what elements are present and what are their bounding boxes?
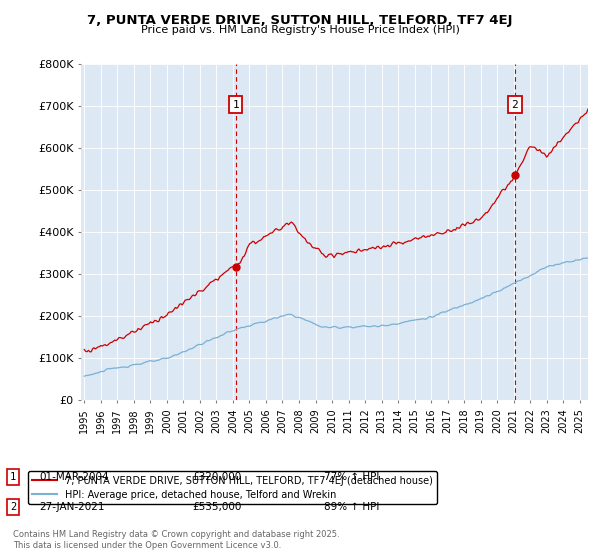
Text: Contains HM Land Registry data © Crown copyright and database right 2025.: Contains HM Land Registry data © Crown c…	[13, 530, 340, 539]
Text: 1: 1	[10, 472, 16, 482]
Text: 01-MAR-2004: 01-MAR-2004	[39, 472, 109, 482]
Legend: 7, PUNTA VERDE DRIVE, SUTTON HILL, TELFORD, TF7 4EJ (detached house), HPI: Avera: 7, PUNTA VERDE DRIVE, SUTTON HILL, TELFO…	[28, 471, 437, 505]
Text: 89% ↑ HPI: 89% ↑ HPI	[324, 502, 379, 512]
Text: Price paid vs. HM Land Registry's House Price Index (HPI): Price paid vs. HM Land Registry's House …	[140, 25, 460, 35]
Text: 77% ↑ HPI: 77% ↑ HPI	[324, 472, 379, 482]
Text: £320,000: £320,000	[192, 472, 241, 482]
Text: 2: 2	[511, 100, 518, 110]
Text: 1: 1	[232, 100, 239, 110]
Text: This data is licensed under the Open Government Licence v3.0.: This data is licensed under the Open Gov…	[13, 541, 281, 550]
Text: 2: 2	[10, 502, 16, 512]
Text: 27-JAN-2021: 27-JAN-2021	[39, 502, 104, 512]
Text: £535,000: £535,000	[192, 502, 241, 512]
Text: 7, PUNTA VERDE DRIVE, SUTTON HILL, TELFORD, TF7 4EJ: 7, PUNTA VERDE DRIVE, SUTTON HILL, TELFO…	[87, 14, 513, 27]
